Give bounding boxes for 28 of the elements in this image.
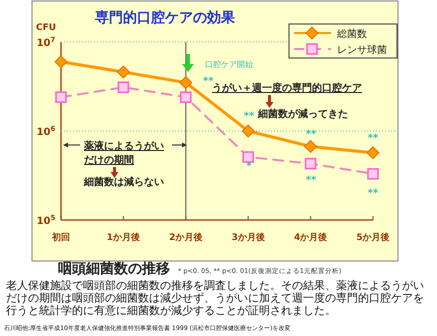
annotation: 細菌数は減らない [83,176,164,188]
y-tick-label: 10$^{7}$ [36,36,56,49]
annotation: * [246,161,252,172]
annotation: ** [244,111,255,122]
x-tick-label: 4か月後 [294,232,328,243]
text: 咽頭細菌数の推移 [58,261,170,277]
annotation: ** [306,175,317,186]
chart-title: 専門的口腔ケアの効果 [94,9,236,26]
legend-label: レンサ球菌 [337,44,387,56]
y-axis-title: CFU [36,23,56,33]
x-tick-label: 初回 [51,232,70,243]
x-tick-label: 5か月後 [356,232,391,243]
annotation: ** [368,188,379,199]
text: 老人保健施設で咽頭部の細菌数の推移を調査しました。その結果、薬液によるうがいだけの期間は咽頭部の細菌数は減少せず、うがいに加えて週一度の専門的口腔ケアを行うと統計学的に有意に細菌数が減少することが証明されました。 [6,279,424,317]
annotation: 薬液によるうがい [83,140,164,152]
x-tick-label: 3か月後 [232,232,266,243]
annotation: ** [306,129,317,140]
annotation: うがい＋週一度の専門的口腔ケア [212,82,362,94]
annotation: だけの期間 [84,154,134,166]
legend-label: 総菌数 [336,28,367,40]
y-tick-label: 10$^{6}$ [36,125,56,138]
annotation: 口腔ケア開始 [205,60,253,69]
y-tick-label: 10$^{5}$ [36,214,56,227]
annotation: ** [203,76,214,87]
annotation: 細菌数が減ってきた [257,108,348,120]
x-tick-label: 1か月後 [106,232,142,243]
annotation: ** [368,133,379,144]
x-tick-label: 2か月後 [169,232,204,243]
